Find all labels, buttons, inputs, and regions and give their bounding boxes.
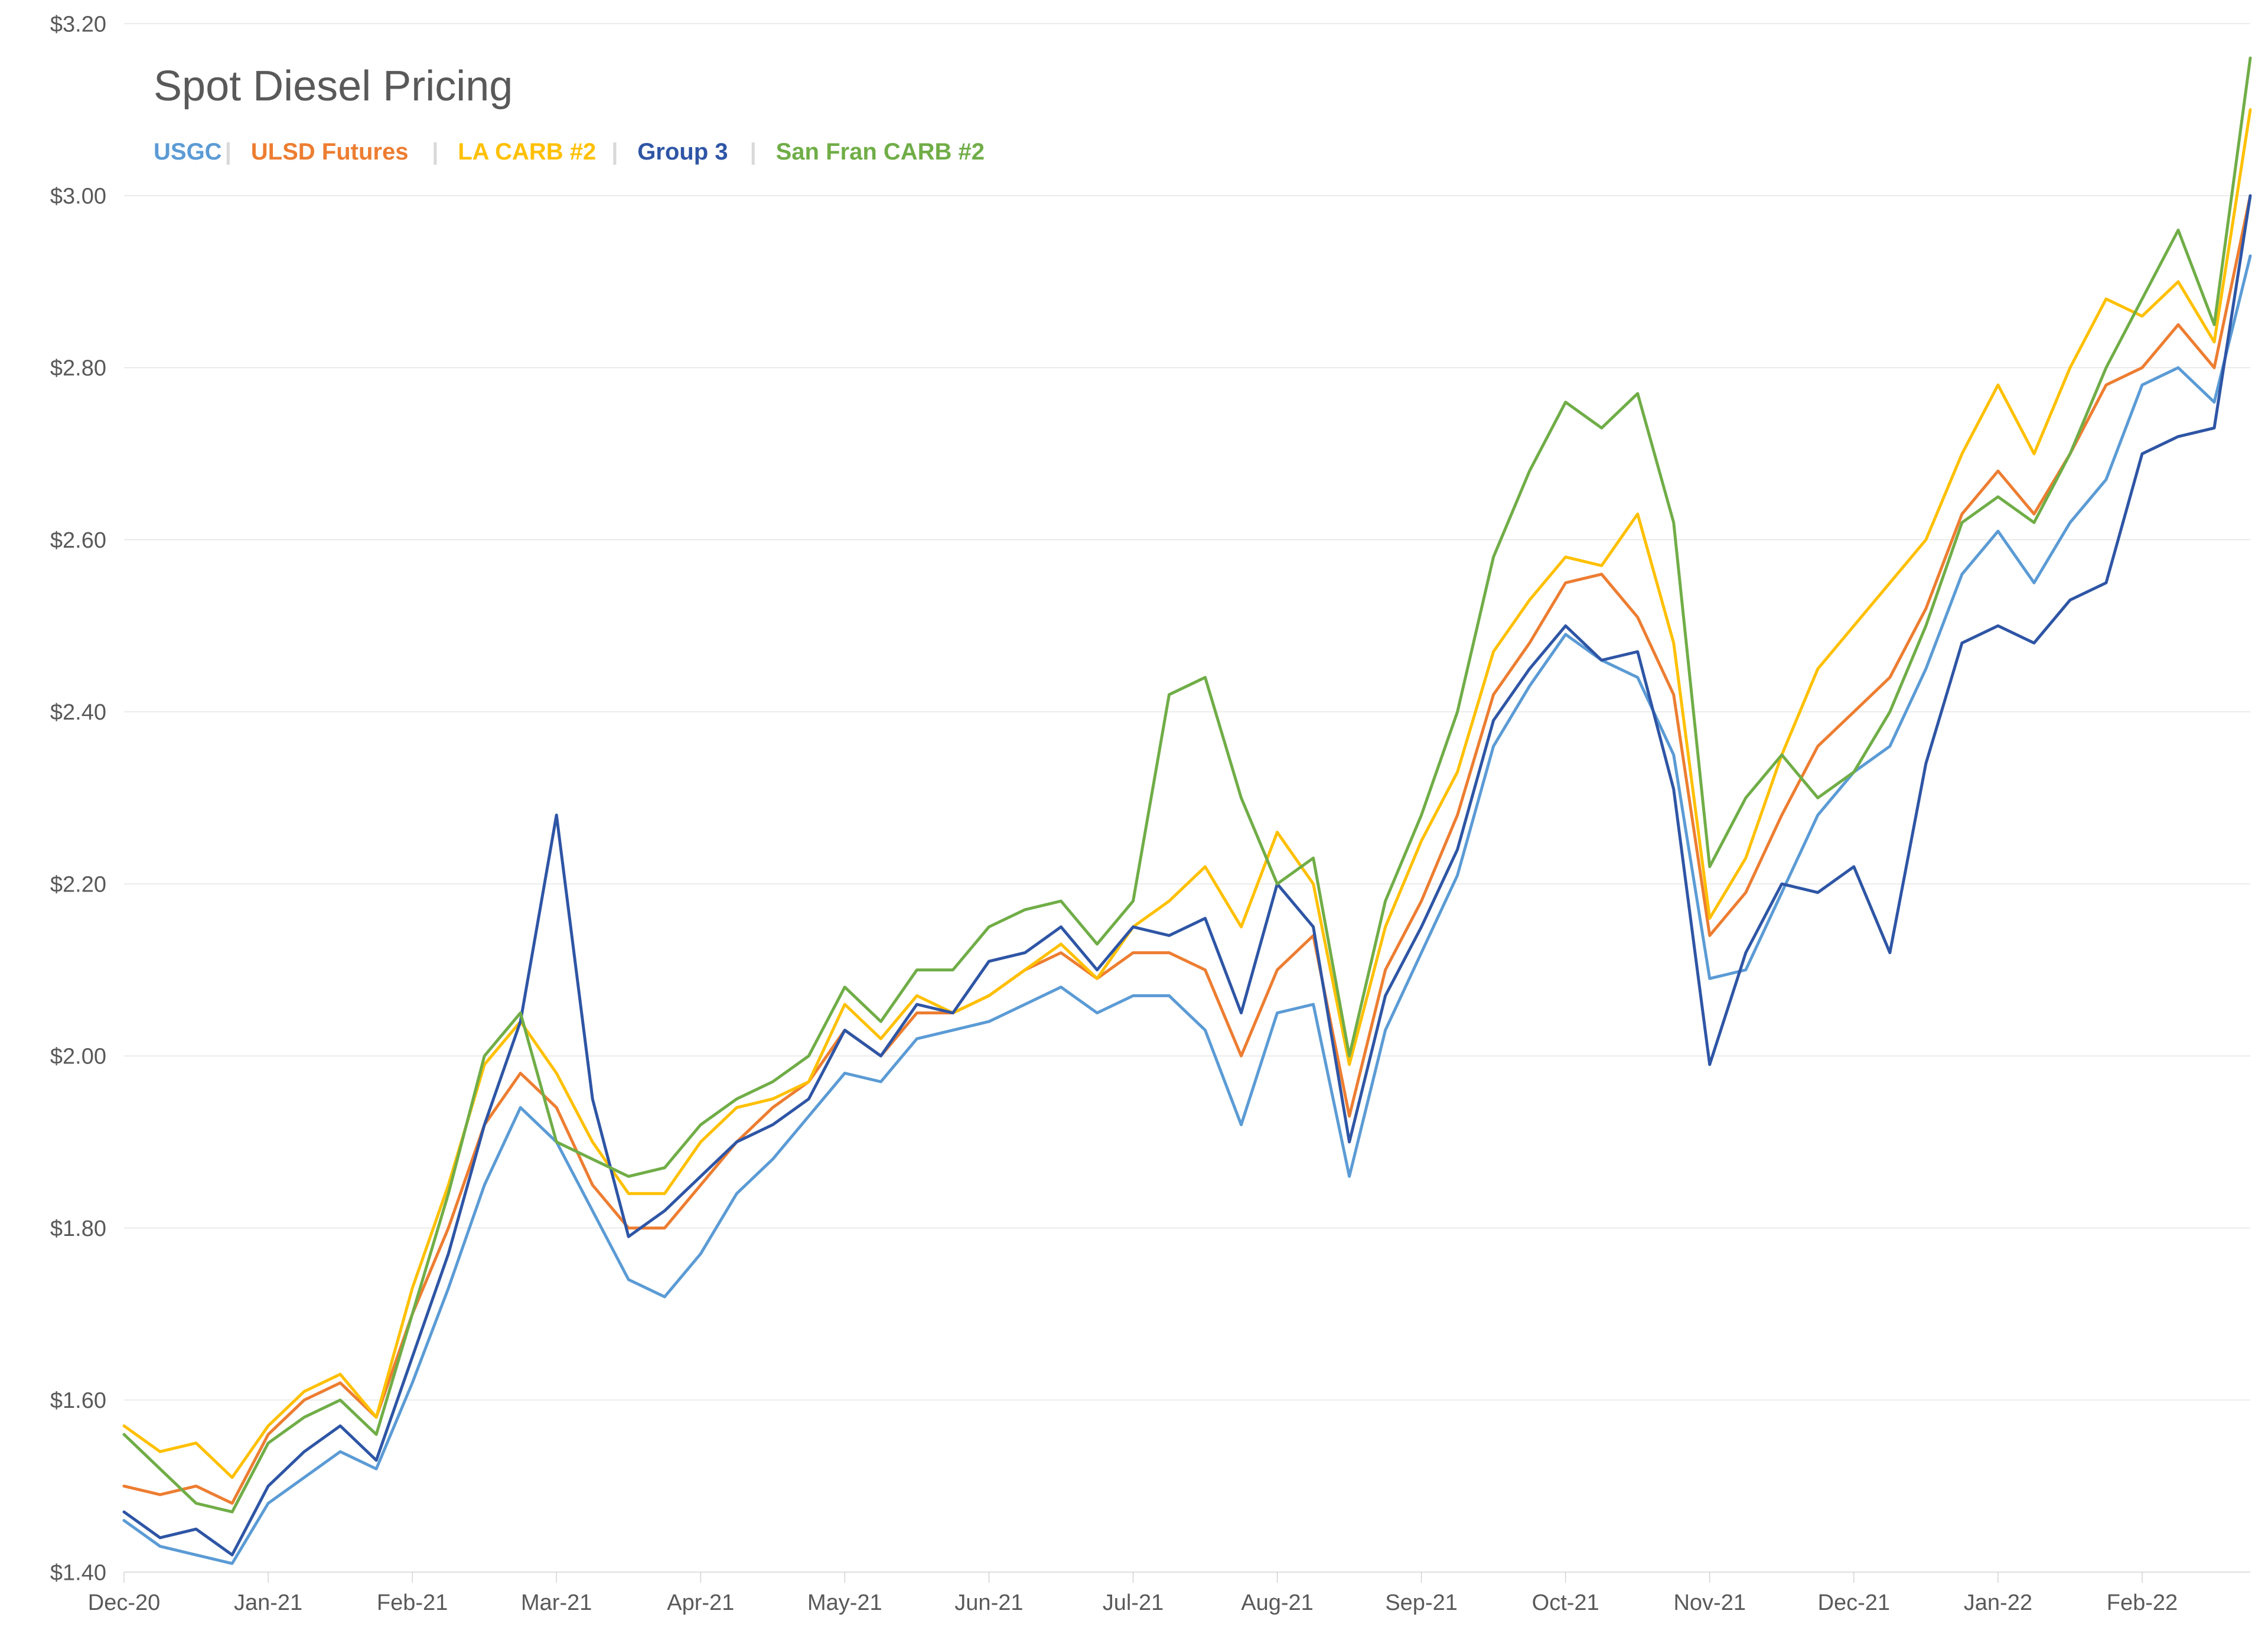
y-axis-label: $1.60 (50, 1388, 106, 1413)
y-axis-label: $3.00 (50, 184, 106, 209)
y-axis-label: $2.40 (50, 700, 106, 725)
x-axis-label: Nov-21 (1673, 1590, 1746, 1615)
legend-item-ulsd-futures: ULSD Futures (251, 139, 409, 165)
legend-separator: | (225, 139, 232, 165)
chart-background (0, 0, 2268, 1643)
x-axis-label: Sep-21 (1385, 1590, 1458, 1615)
legend-item-san-fran-carb-2: San Fran CARB #2 (776, 139, 985, 165)
x-axis-label: Jul-21 (1103, 1590, 1164, 1615)
x-axis-label: Apr-21 (667, 1590, 734, 1615)
x-axis-label: May-21 (807, 1590, 882, 1615)
y-axis-label: $2.20 (50, 872, 106, 897)
x-axis-label: Dec-20 (88, 1590, 161, 1615)
y-axis-label: $2.80 (50, 356, 106, 381)
y-axis-label: $1.40 (50, 1560, 106, 1585)
x-axis-label: Jun-21 (954, 1590, 1023, 1615)
chart-svg: $1.40 $1.60 $1.80 $2.00 $2.20 $2.40 $2.60 $2.80… (0, 0, 2268, 1643)
y-axis-label: $2.60 (50, 528, 106, 553)
x-axis-label: Jan-21 (234, 1590, 302, 1615)
y-axis-label: $1.80 (50, 1216, 106, 1241)
y-axis-label: $2.00 (50, 1045, 106, 1069)
legend-item-la-carb-2: LA CARB #2 (458, 139, 596, 165)
x-axis-label: Aug-21 (1241, 1590, 1314, 1615)
x-axis-label: Dec-21 (1818, 1590, 1891, 1615)
legend-separator: | (750, 139, 757, 165)
x-axis-label: Feb-21 (377, 1590, 448, 1615)
legend-item-usgc: USGC (154, 139, 222, 165)
legend-separator: | (611, 139, 618, 165)
legend-item-group-3: Group 3 (637, 139, 728, 165)
x-axis-label: Feb-22 (2107, 1590, 2178, 1615)
y-axis-label: $3.20 (50, 12, 106, 37)
legend-separator: | (432, 139, 438, 165)
spot-diesel-chart: $1.40 $1.60 $1.80 $2.00 $2.20 $2.40 $2.60 $2.80… (0, 0, 2268, 1643)
x-axis-label: Mar-21 (521, 1590, 592, 1615)
chart-title: Spot Diesel Pricing (154, 63, 513, 110)
x-axis-label: Jan-22 (1964, 1590, 2032, 1615)
x-axis-label: Oct-21 (1532, 1590, 1599, 1615)
